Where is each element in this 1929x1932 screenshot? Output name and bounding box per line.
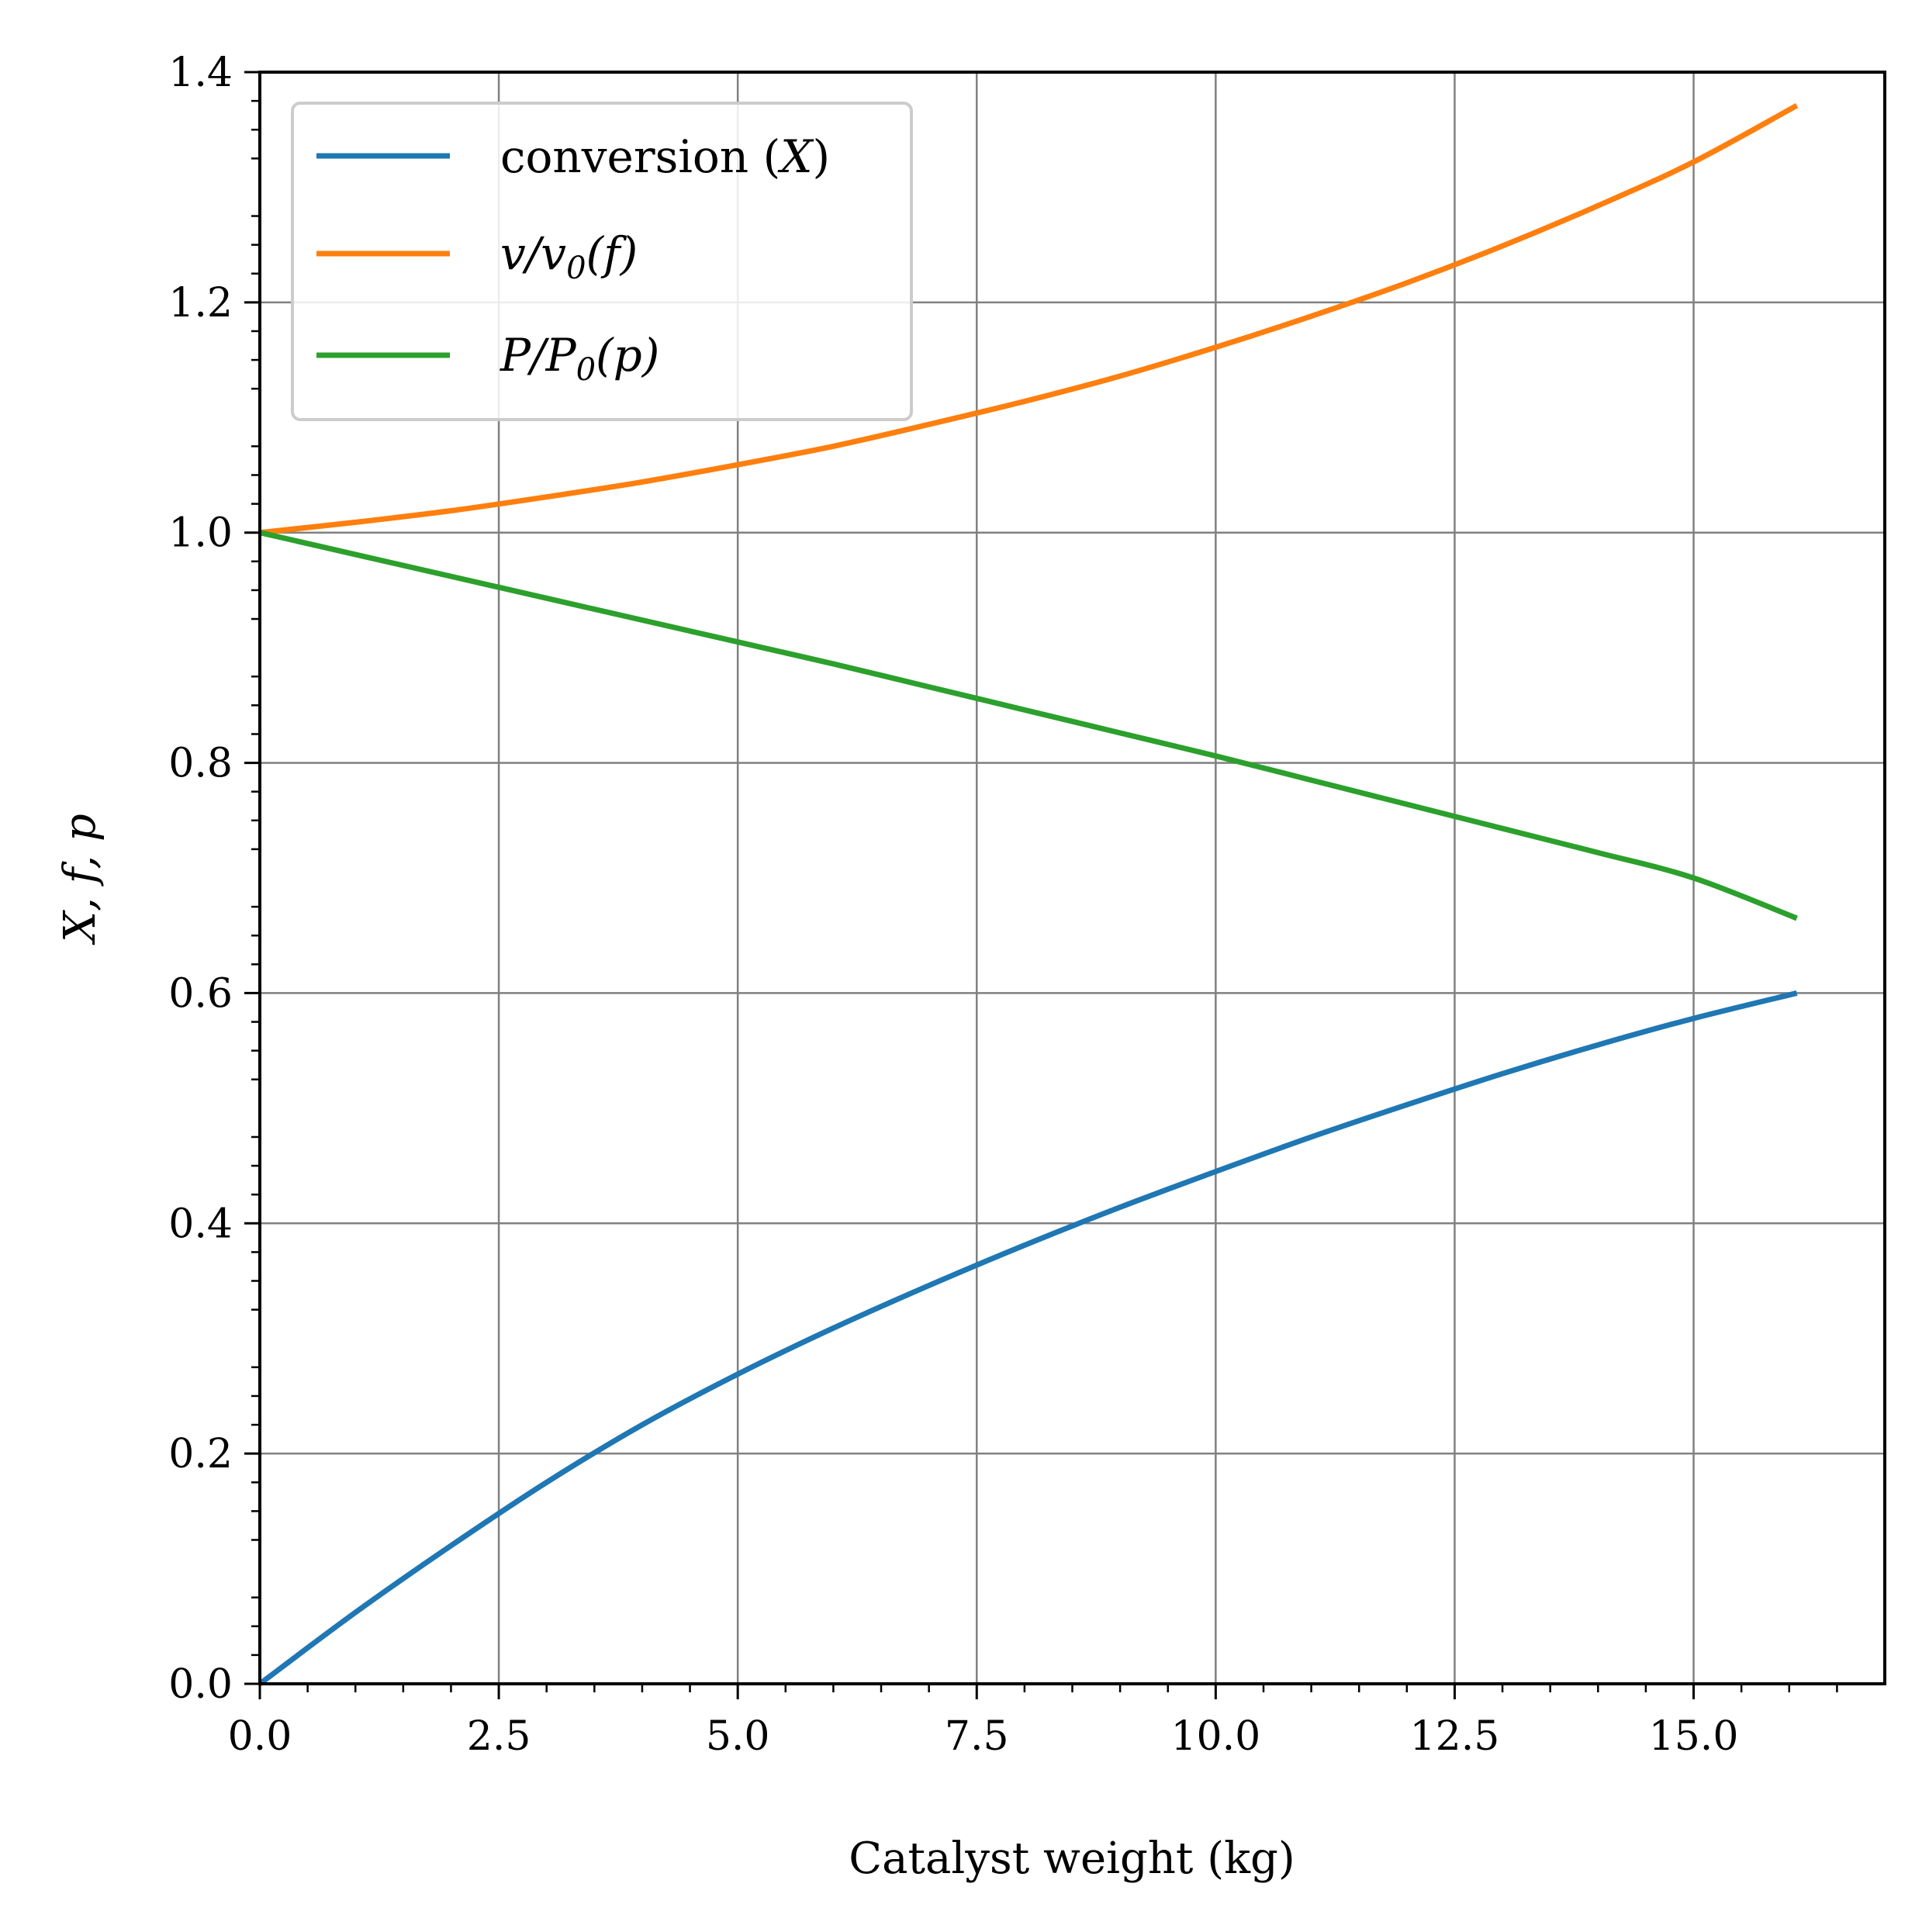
legend-label-pressure-ratio: P/P0(p) [500,329,659,388]
x-tick-label: 0.0 [228,1713,292,1760]
legend-volume-sub: 0 [566,251,586,286]
y-tick-label: 0.0 [168,1661,233,1708]
legend-volume-a: v/v [500,227,566,280]
x-tick-label: 10.0 [1170,1713,1260,1760]
legend-conversion-close: ) [813,130,831,183]
legend-volume-b: (f) [586,227,638,280]
y-tick-label: 1.2 [168,280,233,327]
y-tick-label: 1.0 [168,510,233,557]
series-layer [258,102,1799,1686]
y-tick-label: 0.4 [168,1201,233,1247]
y-tick-label: 0.8 [168,741,233,787]
ticks: 0.0 2.5 5.0 7.5 10.0 12.5 15.0 0.0 0.2 0.4 0.6 0.8 1… [168,50,1838,1760]
x-tick-label: 5.0 [706,1713,770,1760]
y-tick-label: 0.2 [168,1431,233,1478]
legend-conversion-main: conversion ( [500,130,780,183]
series-line-conversion [258,990,1798,1686]
legend-box [291,102,913,421]
x-tick-label: 7.5 [945,1713,1009,1760]
legend-label-conversion: conversion (X) [500,130,830,183]
x-tick-label: 15.0 [1649,1713,1739,1760]
legend-pressure-sub: 0 [576,352,596,388]
x-tick-label: 12.5 [1410,1713,1500,1760]
legend: conversion (X) v/v0(f) P/P0(p) [291,102,913,421]
legend-conversion-var: X [777,130,814,183]
legend-label-volume-ratio: v/v0(f) [500,227,638,286]
y-axis-title: X, f, p [55,814,105,945]
x-tick-label: 2.5 [467,1713,531,1760]
y-tick-label: 1.4 [168,50,233,96]
y-tick-label: 0.6 [168,970,233,1017]
x-axis-title: Catalyst weight (kg) [849,1833,1295,1884]
legend-pressure-a: P/P [500,329,577,382]
series-line-pressure-ratio [259,530,1798,921]
legend-pressure-b: (p) [596,329,659,382]
series-line-volume-ratio [259,102,1799,536]
